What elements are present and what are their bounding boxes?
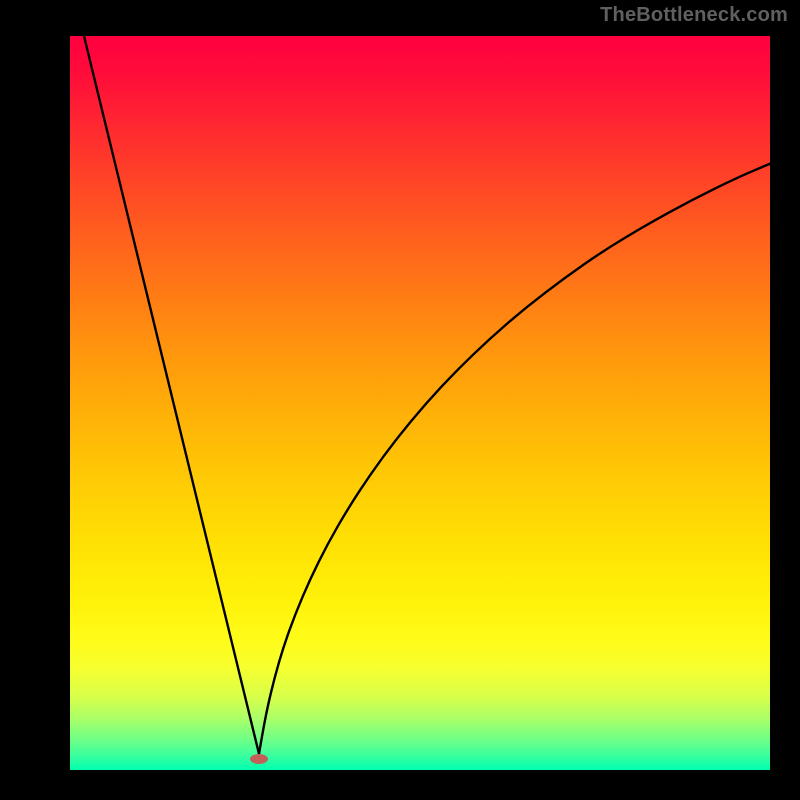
plot-background [70,36,770,770]
vertex-marker [250,754,268,764]
chart-container: TheBottleneck.com [0,0,800,800]
bottleneck-chart [0,0,800,800]
watermark-text: TheBottleneck.com [600,4,788,27]
